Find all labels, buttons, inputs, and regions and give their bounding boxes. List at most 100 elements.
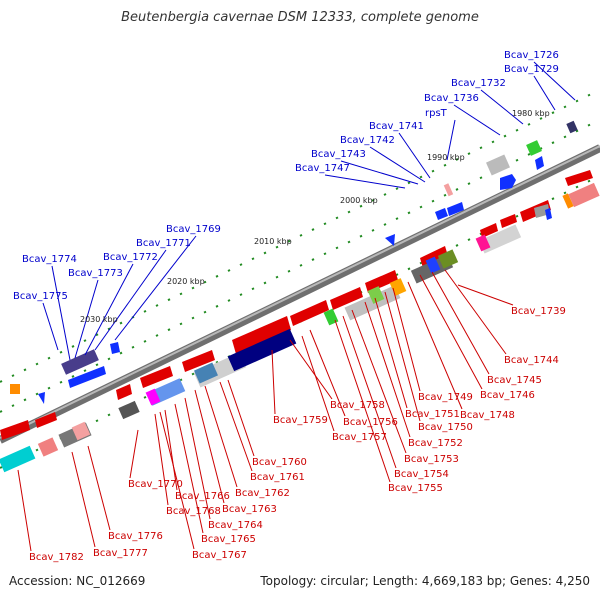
feature-gene — [0, 420, 30, 440]
gene-label-forward: Bcav_1772 — [103, 252, 158, 263]
guide-dash — [443, 163, 447, 167]
guide-dash — [143, 339, 147, 343]
guide-dash — [167, 298, 171, 302]
gene-label-forward: Bcav_1769 — [166, 224, 221, 235]
leader-line — [309, 329, 346, 417]
guide-dash — [587, 123, 591, 127]
leader-line — [114, 235, 197, 341]
guide-dash — [515, 214, 519, 218]
guide-dash — [395, 217, 399, 221]
feature-gene — [365, 270, 398, 293]
scale-tick-label: 2000 kbp — [340, 196, 378, 205]
leader-line — [204, 385, 238, 488]
guide-dash — [59, 350, 63, 354]
guide-dash — [215, 274, 219, 278]
leader-line — [392, 287, 421, 392]
guide-dash — [227, 269, 231, 272]
leader-line — [457, 284, 514, 306]
guide-dash — [191, 286, 195, 290]
guide-dash — [467, 182, 471, 185]
feature-gene — [290, 300, 329, 326]
feature-block — [145, 388, 161, 406]
feature-block — [443, 183, 454, 197]
guide-dash — [575, 129, 579, 133]
guide-dash — [347, 210, 351, 214]
gene-label-reverse: Bcav_1767 — [192, 550, 247, 561]
leader-line — [219, 381, 253, 472]
leader-line — [431, 271, 490, 375]
leader-line — [71, 451, 96, 548]
feature-gene — [480, 223, 498, 238]
gene-label-forward: Bcav_1726 — [504, 50, 559, 61]
leader-line — [340, 160, 419, 185]
gene-label-forward: Bcav_1773 — [68, 268, 123, 279]
feature-block — [568, 182, 600, 208]
gene-label-forward: Bcav_1732 — [451, 78, 506, 89]
guide-dash — [503, 134, 507, 138]
guide-dash — [47, 356, 51, 360]
guide-dash — [167, 328, 171, 332]
guide-dash — [575, 99, 579, 103]
outer-features — [10, 120, 578, 404]
genome-backbone — [0, 144, 600, 444]
leader-line — [533, 61, 576, 101]
leader-line — [398, 132, 431, 179]
scale-tick-label: 1990 kbp — [427, 153, 465, 162]
guide-dash — [335, 246, 339, 250]
genome-summary-text: Topology: circular; Length: 4,669,183 bp… — [260, 574, 590, 588]
leader-line — [453, 104, 501, 136]
feature-block — [61, 349, 99, 375]
guide-dash — [275, 275, 279, 279]
gene-label-forward: Bcav_1743 — [311, 149, 366, 160]
gene-label-reverse: Bcav_1745 — [487, 375, 542, 386]
guide-dash — [263, 251, 267, 255]
feature-block — [118, 400, 140, 420]
gene-label-forward: Bcav_1742 — [340, 135, 395, 146]
guide-dash — [239, 293, 243, 297]
leader-line — [374, 297, 408, 409]
guide-dash — [179, 292, 183, 296]
scale-tick-labels: 1980 kbp 1990 kbp 2000 kbp 2010 kbp 2020 kbp… — [80, 109, 550, 324]
gene-label-reverse: Bcav_1765 — [201, 534, 256, 545]
gene-label-forward: Bcav_1774 — [22, 254, 77, 265]
feature-block — [37, 437, 59, 457]
guide-dash — [407, 267, 411, 271]
guide-dash — [335, 216, 339, 220]
guide-dash — [215, 304, 219, 308]
guide-dash — [479, 146, 483, 150]
guide-dash — [95, 419, 99, 423]
gene-label-reverse: Bcav_1755 — [388, 483, 443, 494]
guide-dash — [0, 380, 3, 383]
guide-dash — [527, 122, 531, 126]
feature-gene — [500, 214, 517, 228]
guide-dash — [35, 448, 39, 452]
leader-line — [154, 413, 169, 506]
guide-dash — [467, 238, 471, 241]
guide-dash — [587, 179, 591, 183]
leader-line — [129, 429, 139, 479]
leader-line — [289, 339, 333, 400]
leader-line — [342, 315, 397, 469]
guide-dash — [575, 185, 579, 189]
gene-label-reverse: Bcav_1746 — [480, 390, 535, 401]
leader-line — [42, 302, 59, 351]
gene-label-forward: Bcav_1775 — [13, 291, 68, 302]
guide-dash — [443, 193, 447, 197]
guide-dash — [359, 204, 363, 208]
guide-dash — [107, 413, 111, 417]
guide-dash — [371, 198, 375, 202]
feature-block — [367, 286, 385, 304]
scale-tick-label: 1980 kbp — [512, 109, 550, 118]
gene-label-reverse: Bcav_1749 — [418, 392, 473, 403]
guide-dash — [143, 309, 147, 313]
feature-gene — [182, 350, 215, 372]
feature-gene — [435, 208, 448, 220]
guide-dash — [407, 181, 411, 185]
guide-dash — [23, 398, 27, 402]
scale-tick-label: 2020 kbp — [167, 277, 205, 286]
guide-dash — [131, 345, 135, 349]
gene-label-reverse: Bcav_1753 — [404, 454, 459, 465]
guide-dash — [395, 187, 399, 191]
feature-block — [486, 154, 510, 176]
